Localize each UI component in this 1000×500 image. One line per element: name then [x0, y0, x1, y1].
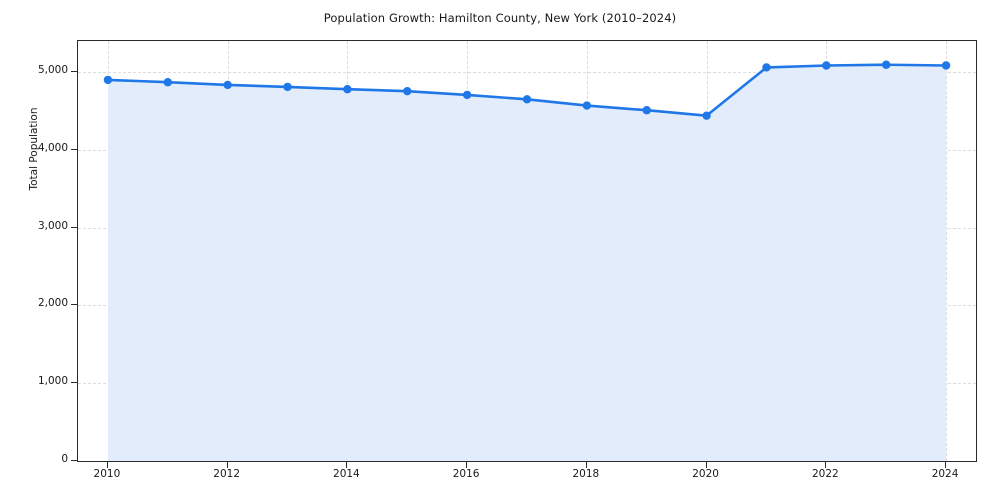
x-tick-label: 2022: [811, 468, 839, 480]
chart-title: Population Growth: Hamilton County, New …: [323, 11, 677, 25]
y-tick-label: 1,000: [37, 375, 68, 388]
data-point-2015: [403, 86, 412, 96]
x-tick-mark: [705, 462, 707, 468]
data-point-2021: [762, 63, 771, 72]
x-tick-mark: [466, 462, 468, 468]
x-tick-mark: [226, 462, 228, 468]
y-tick-mark: [71, 148, 77, 150]
y-tick-label: 3,000: [37, 219, 68, 232]
y-tick-mark: [71, 382, 77, 384]
y-tick-label: 4,000: [37, 141, 68, 154]
data-point-2013: [283, 82, 292, 92]
area-fill: [107, 64, 947, 461]
gridline-horizontal: [78, 72, 976, 74]
data-point-2024: [941, 61, 951, 70]
y-tick-label: 2,000: [37, 297, 68, 310]
data-point-2019: [642, 106, 651, 115]
x-tick-mark: [106, 462, 108, 468]
data-point-2010: [103, 75, 113, 85]
data-point-2022: [822, 61, 831, 70]
y-tick-mark: [71, 460, 77, 461]
y-tick-mark: [71, 71, 77, 73]
data-point-2016: [462, 90, 472, 100]
x-tick-mark: [945, 462, 947, 468]
data-point-2017: [522, 95, 532, 104]
y-tick-label: 0: [61, 453, 68, 465]
y-tick-label: 5,000: [37, 64, 68, 77]
data-point-2020: [702, 111, 711, 120]
data-point-2018: [582, 101, 592, 110]
x-tick-mark: [346, 462, 348, 468]
plot-area: [77, 40, 977, 462]
data-point-markers: [103, 60, 951, 120]
data-point-2023: [882, 60, 891, 69]
x-tick-label: 2020: [692, 468, 719, 480]
x-tick-label: 2024: [931, 468, 959, 480]
y-tick-mark: [71, 304, 77, 306]
data-point-2014: [343, 85, 352, 94]
y-tick-mark: [71, 226, 77, 228]
data-point-2012: [223, 80, 232, 90]
x-tick-label: 2018: [572, 468, 600, 480]
x-tick-mark: [825, 462, 827, 468]
gridline-vertical: [946, 41, 948, 461]
data-point-2011: [163, 78, 172, 87]
gridline-horizontal: [78, 461, 976, 462]
x-tick-mark: [585, 462, 587, 468]
x-tick-label: 2012: [213, 468, 241, 480]
series-plot: [103, 60, 951, 461]
x-tick-label: 2014: [333, 468, 360, 480]
x-tick-label: 2016: [452, 468, 480, 480]
x-tick-label: 2010: [93, 468, 121, 480]
